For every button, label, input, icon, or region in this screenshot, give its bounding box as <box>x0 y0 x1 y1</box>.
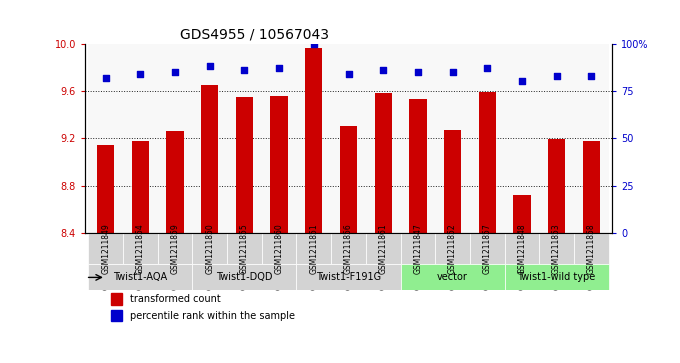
Bar <box>158 44 192 233</box>
Bar <box>366 44 401 233</box>
Bar <box>513 195 530 233</box>
FancyBboxPatch shape <box>192 233 227 264</box>
Bar <box>112 293 122 305</box>
FancyBboxPatch shape <box>296 264 401 290</box>
Bar <box>132 141 149 233</box>
Text: GSM1211848: GSM1211848 <box>517 224 526 274</box>
FancyBboxPatch shape <box>470 233 505 264</box>
FancyBboxPatch shape <box>331 233 366 264</box>
FancyBboxPatch shape <box>539 233 574 264</box>
FancyBboxPatch shape <box>574 233 609 264</box>
Text: GSM1211861: GSM1211861 <box>379 224 388 274</box>
Bar <box>340 126 357 233</box>
Text: GSM1211860: GSM1211860 <box>275 224 284 274</box>
Bar <box>236 97 253 233</box>
FancyBboxPatch shape <box>262 233 296 264</box>
Text: transformed count: transformed count <box>130 294 220 304</box>
Point <box>377 67 388 73</box>
Point <box>274 65 285 71</box>
Text: Twist1-F191G: Twist1-F191G <box>316 272 381 282</box>
FancyBboxPatch shape <box>88 233 123 264</box>
Bar <box>262 44 296 233</box>
Text: GSM1211855: GSM1211855 <box>240 224 249 274</box>
Bar <box>88 44 123 233</box>
FancyBboxPatch shape <box>401 233 435 264</box>
Text: GSM1211850: GSM1211850 <box>205 224 214 274</box>
Point <box>481 65 492 71</box>
Text: GSM1211854: GSM1211854 <box>136 224 145 274</box>
Point <box>343 71 354 77</box>
Text: GDS4955 / 10567043: GDS4955 / 10567043 <box>180 27 329 41</box>
Bar <box>539 44 574 233</box>
Bar <box>296 44 331 233</box>
Point <box>585 73 596 79</box>
Bar <box>470 44 505 233</box>
Point <box>170 69 181 75</box>
Bar <box>331 44 366 233</box>
Bar <box>435 44 470 233</box>
Bar <box>227 44 262 233</box>
Bar <box>479 92 496 233</box>
Text: GSM1211849: GSM1211849 <box>101 224 110 274</box>
Bar <box>574 44 609 233</box>
Text: GSM1211858: GSM1211858 <box>587 224 596 274</box>
FancyBboxPatch shape <box>158 233 192 264</box>
Bar <box>548 139 565 233</box>
FancyBboxPatch shape <box>296 233 331 264</box>
Text: GSM1211853: GSM1211853 <box>552 224 561 274</box>
FancyBboxPatch shape <box>88 264 192 290</box>
Bar <box>409 99 426 233</box>
Bar <box>201 85 218 233</box>
Text: GSM1211859: GSM1211859 <box>171 224 180 274</box>
Bar <box>97 146 114 233</box>
Point <box>205 64 216 69</box>
FancyBboxPatch shape <box>505 264 609 290</box>
FancyBboxPatch shape <box>192 264 296 290</box>
Point <box>447 69 458 75</box>
Bar <box>192 44 227 233</box>
Text: vector: vector <box>437 272 468 282</box>
Point <box>101 75 112 81</box>
Text: Twist1-AQA: Twist1-AQA <box>114 272 167 282</box>
Bar <box>401 44 435 233</box>
Bar <box>112 310 122 321</box>
Bar <box>583 141 600 233</box>
Text: Twist1-DQD: Twist1-DQD <box>216 272 273 282</box>
Bar <box>444 130 461 233</box>
Bar <box>505 44 539 233</box>
FancyBboxPatch shape <box>366 233 401 264</box>
Text: GSM1211857: GSM1211857 <box>483 224 492 274</box>
Text: GSM1211856: GSM1211856 <box>344 224 353 274</box>
Text: GSM1211851: GSM1211851 <box>309 224 318 274</box>
Point <box>551 73 562 79</box>
Point <box>309 41 320 46</box>
Text: GSM1211847: GSM1211847 <box>413 224 422 274</box>
FancyBboxPatch shape <box>401 264 505 290</box>
Bar <box>375 93 392 233</box>
FancyBboxPatch shape <box>435 233 470 264</box>
FancyBboxPatch shape <box>505 233 539 264</box>
FancyBboxPatch shape <box>227 233 262 264</box>
Point <box>239 67 250 73</box>
Point <box>412 69 423 75</box>
Bar <box>167 131 184 233</box>
Bar <box>305 48 322 233</box>
Point <box>135 71 146 77</box>
Bar <box>123 44 158 233</box>
Point <box>516 78 527 84</box>
Text: Twist1-wild type: Twist1-wild type <box>517 272 596 282</box>
Text: GSM1211852: GSM1211852 <box>448 224 457 274</box>
Bar <box>271 96 288 233</box>
Text: percentile rank within the sample: percentile rank within the sample <box>130 311 295 321</box>
FancyBboxPatch shape <box>123 233 158 264</box>
